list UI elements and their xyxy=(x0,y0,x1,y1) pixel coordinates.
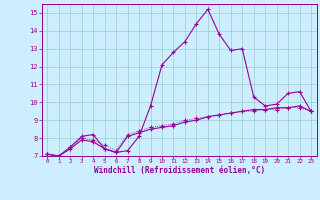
X-axis label: Windchill (Refroidissement éolien,°C): Windchill (Refroidissement éolien,°C) xyxy=(94,166,265,175)
